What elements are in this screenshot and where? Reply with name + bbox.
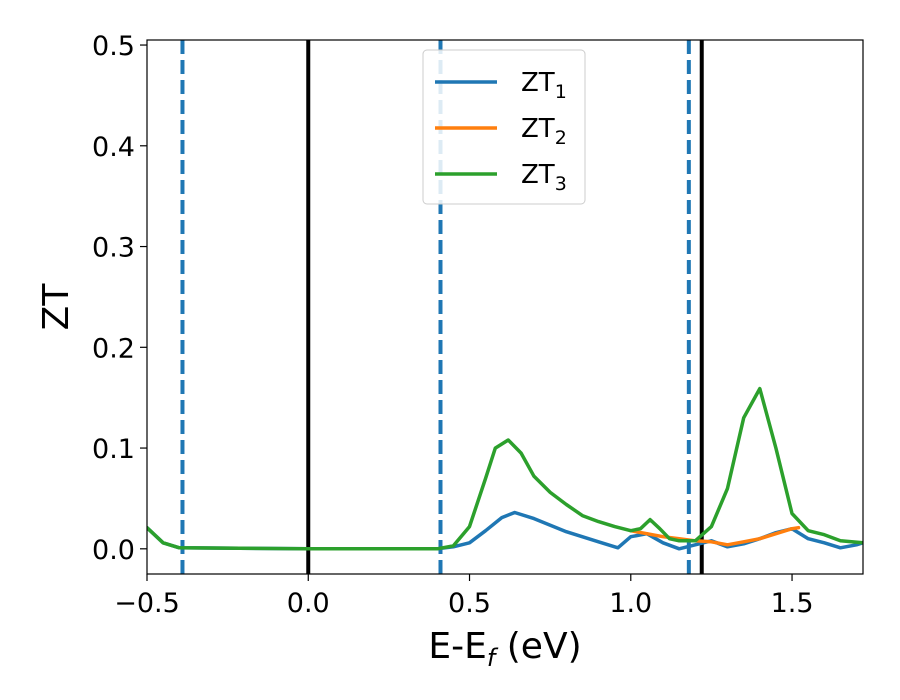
series-line-2: [629, 525, 801, 547]
legend-label-3: ZT3: [521, 160, 567, 195]
x-tick-label: 1.5: [771, 588, 814, 619]
y-tick-label: 0.5: [92, 31, 135, 62]
x-tick-label: 0.0: [287, 588, 330, 619]
legend-label-1: ZT1: [521, 68, 567, 103]
x-axis-label-tail: (eV): [495, 626, 581, 667]
legend-label-2: ZT2: [521, 114, 567, 149]
y-tick-label: 0.4: [92, 132, 135, 163]
y-tick-label: 0.0: [92, 535, 135, 566]
y-axis-label: ZT: [36, 283, 77, 331]
x-axis-label: E-Ef (eV): [428, 626, 581, 672]
y-tick-label: 0.1: [92, 434, 135, 465]
legend-box: [422, 49, 586, 205]
x-tick-label: 0.5: [448, 588, 491, 619]
y-tick-label: 0.3: [92, 233, 135, 264]
y-tick-label: 0.2: [92, 333, 135, 364]
series-line-1: [147, 510, 863, 551]
legend: ZT1 ZT2 ZT3: [422, 49, 586, 205]
x-axis-label-main: E-E: [428, 626, 486, 667]
x-tick-label: −0.5: [114, 588, 180, 619]
series-line-3: [147, 386, 863, 551]
axis-ticks: −0.5 0.0 0.5 1.0 1.5 0.0 0.1 0.2 0.3 0.4 0.5: [92, 31, 813, 619]
plot-frame: [146, 39, 864, 575]
x-tick-label: 1.0: [609, 588, 652, 619]
